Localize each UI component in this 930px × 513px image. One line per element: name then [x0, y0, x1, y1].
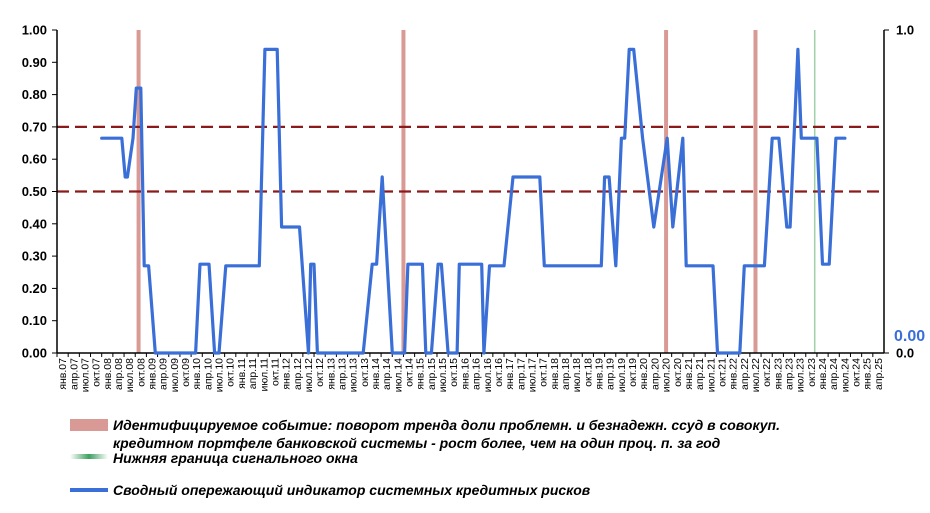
x-tick-16: янв.11 — [236, 358, 248, 389]
x-tick-69: апр.24 — [828, 358, 840, 390]
x-tick-13: апр.10 — [202, 358, 214, 390]
y-left-tick-8: 0.80 — [22, 87, 47, 102]
y-left-tick-9: 0.90 — [22, 55, 47, 70]
x-tick-33: апр.15 — [426, 358, 438, 390]
x-tick-45: апр.18 — [560, 358, 572, 390]
x-tick-20: янв.12 — [281, 358, 293, 390]
x-tick-39: окт.16 — [493, 358, 505, 387]
x-tick-32: янв.15 — [415, 358, 427, 390]
x-tick-2: июл.07 — [79, 358, 91, 392]
x-tick-68: янв.24 — [817, 358, 829, 390]
y-left-tick-2: 0.20 — [22, 281, 47, 296]
y-left-tick-0: 0.00 — [22, 346, 47, 361]
y-left-tick-10: 1.00 — [22, 23, 47, 38]
x-tick-5: апр.08 — [113, 358, 125, 390]
x-tick-9: апр.09 — [158, 358, 170, 390]
x-tick-52: янв.20 — [638, 358, 650, 390]
y-left-tick-3: 0.30 — [22, 249, 47, 264]
x-tick-46: июл.18 — [571, 358, 583, 392]
x-tick-58: июл.21 — [705, 358, 717, 392]
series-layer — [100, 47, 847, 355]
x-tick-36: янв.16 — [459, 358, 471, 390]
x-tick-59: окт.21 — [716, 358, 728, 387]
x-tick-70: июл.24 — [839, 358, 851, 392]
x-tick-18: июл.11 — [258, 358, 270, 392]
x-tick-17: апр.11 — [247, 358, 259, 389]
y-left-tick-7: 0.70 — [22, 119, 47, 134]
y-left-tick-6: 0.60 — [22, 152, 47, 167]
x-tick-21: апр.12 — [292, 358, 304, 390]
x-tick-48: янв.19 — [594, 358, 606, 390]
x-tick-8: янв.09 — [146, 358, 158, 390]
x-tick-27: окт.13 — [359, 358, 371, 387]
x-tick-11: окт.09 — [180, 358, 192, 387]
y-left-tick-5: 0.50 — [22, 184, 47, 199]
x-tick-4: янв.08 — [102, 358, 114, 390]
y-left-tick-1: 0.10 — [22, 313, 47, 328]
label-layer: 0.00 0.10 0.20 0.30 0.40 0.50 0.60 0.70 0.80 0.90… — [22, 23, 926, 393]
x-tick-35: окт.15 — [448, 358, 460, 387]
x-tick-66: июл.23 — [795, 358, 807, 392]
x-tick-47: окт.18 — [582, 358, 594, 387]
x-tick-71: окт.24 — [851, 358, 863, 387]
x-tick-30: июл.14 — [392, 358, 404, 392]
x-tick-28: янв.14 — [370, 358, 382, 390]
x-tick-3: окт.07 — [91, 358, 103, 387]
y-right-tick-1: 1.0 — [896, 23, 914, 38]
x-tick-10: июл.09 — [169, 358, 181, 392]
x-tick-65: апр.23 — [784, 358, 796, 390]
x-tick-29: апр.14 — [381, 358, 393, 390]
x-tick-24: янв.13 — [325, 358, 337, 390]
threshold-layer — [57, 125, 884, 193]
x-tick-6: июл.08 — [124, 358, 136, 392]
x-tick-50: июл.19 — [616, 358, 628, 392]
x-tick-64: янв.23 — [772, 358, 784, 390]
x-tick-1: апр.07 — [68, 358, 80, 390]
x-tick-34: июл.15 — [437, 358, 449, 392]
x-tick-42: июл.17 — [526, 358, 538, 392]
x-tick-23: окт.12 — [314, 358, 326, 387]
x-tick-31: окт.14 — [404, 358, 416, 387]
x-tick-44: янв.18 — [549, 358, 561, 390]
x-tick-67: окт.23 — [806, 358, 818, 387]
x-tick-51: окт.19 — [627, 358, 639, 387]
series-line-0 — [100, 47, 847, 355]
x-tick-40: янв.17 — [504, 358, 516, 390]
x-tick-14: июл.10 — [214, 358, 226, 392]
x-tick-43: окт.17 — [538, 358, 550, 387]
x-tick-37: апр.16 — [471, 358, 483, 390]
x-tick-38: июл.16 — [482, 358, 494, 392]
y-left-tick-4: 0.40 — [22, 216, 47, 231]
x-tick-55: окт.20 — [672, 358, 684, 387]
x-tick-25: апр.13 — [336, 358, 348, 390]
x-tick-57: апр.21 — [694, 358, 706, 390]
x-tick-61: апр.22 — [739, 358, 751, 390]
x-tick-62: июл.22 — [750, 358, 762, 392]
x-tick-0: янв.07 — [57, 358, 69, 390]
x-tick-7: окт.08 — [135, 358, 147, 387]
x-tick-15: окт.10 — [225, 358, 237, 387]
x-tick-19: окт.11 — [269, 358, 281, 386]
x-tick-26: июл.13 — [348, 358, 360, 392]
last-value-label: 0.00 — [894, 328, 925, 345]
x-tick-56: янв.21 — [683, 358, 695, 390]
x-tick-53: апр.20 — [649, 358, 661, 390]
y-right-tick-0: 0.0 — [896, 346, 914, 361]
x-tick-63: окт.22 — [761, 358, 773, 387]
x-tick-73: апр.25 — [873, 358, 885, 390]
x-tick-22: июл.12 — [303, 358, 315, 392]
x-tick-12: янв.10 — [191, 358, 203, 390]
x-tick-72: янв.25 — [862, 358, 874, 390]
x-tick-49: апр.19 — [605, 358, 617, 390]
axis-layer — [52, 29, 889, 357]
x-tick-54: июл.20 — [661, 358, 673, 392]
x-tick-60: янв.22 — [728, 358, 740, 390]
x-tick-41: апр.17 — [515, 358, 527, 390]
